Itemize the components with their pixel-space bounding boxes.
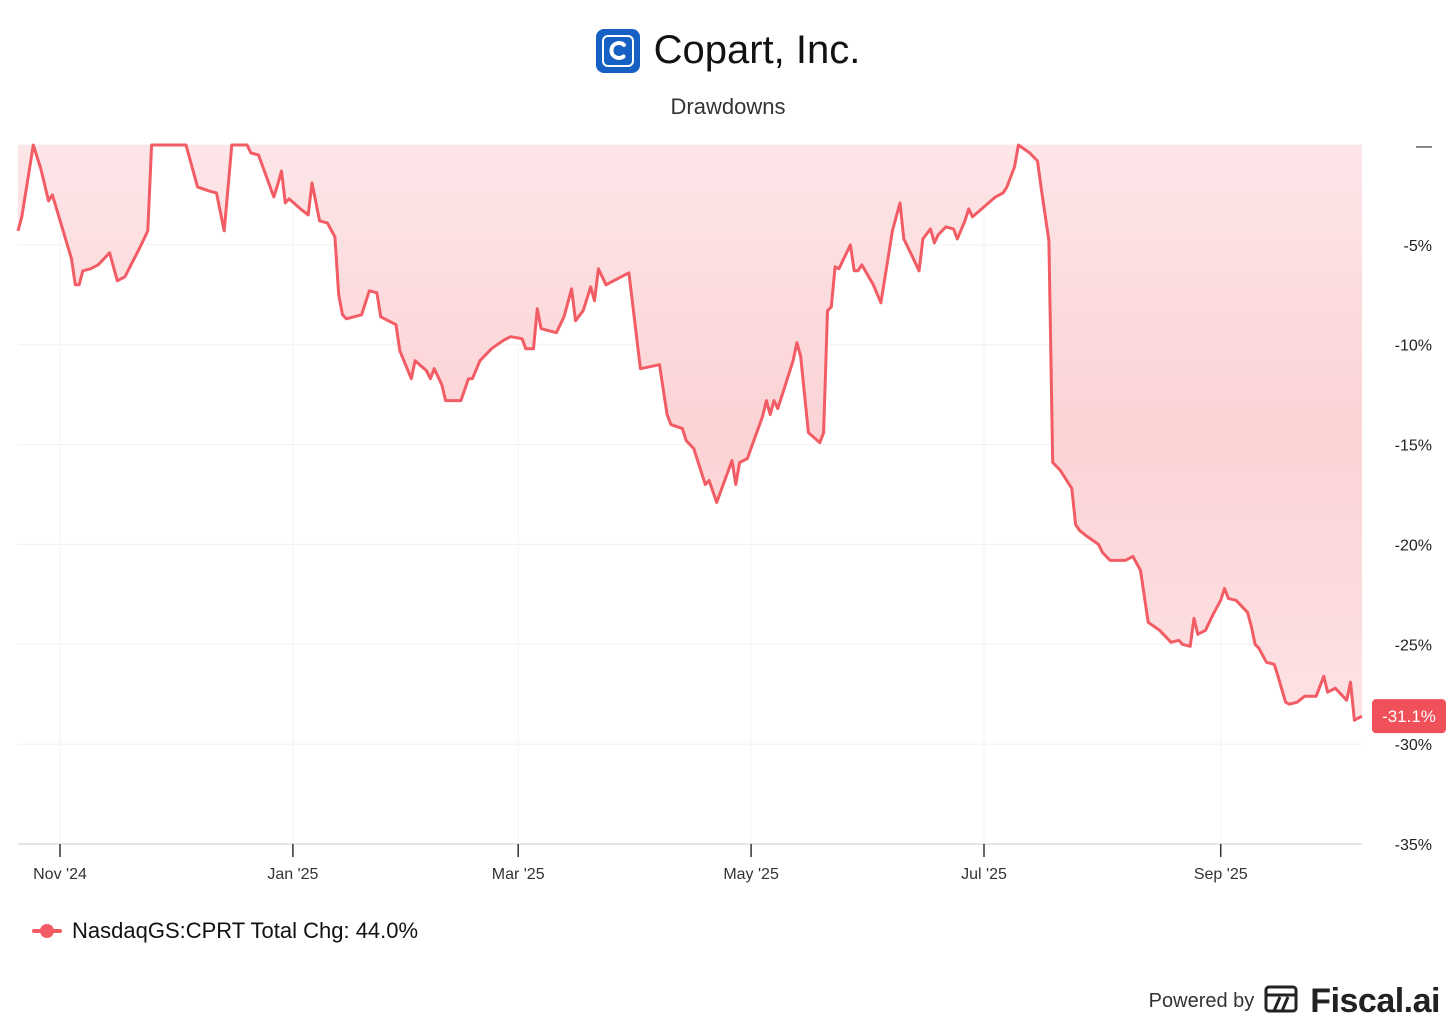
fiscal-ai-brand: Fiscal.ai <box>1310 982 1440 1020</box>
x-tick-label: Nov '24 <box>33 866 87 883</box>
legend-item[interactable]: NasdaqGS:CPRT Total Chg: 44.0% <box>32 918 418 944</box>
copart-logo-icon <box>595 28 640 73</box>
x-axis: Nov '24 Jan '25 Mar '25 May '25 Jul '25 Sep '… <box>33 844 1248 883</box>
y-tick-label: -30% <box>1395 737 1432 754</box>
x-tick-label: May '25 <box>723 866 779 883</box>
title-row: Copart, Inc. <box>595 28 861 73</box>
x-tick-label: Jan '25 <box>267 866 318 883</box>
y-axis: — -5% -10% -15% -20% -25% -30% -35% <box>1395 138 1432 854</box>
y-tick-label: -15% <box>1395 438 1432 455</box>
drawdown-line[interactable] <box>16 143 1363 722</box>
y-tick-label: -5% <box>1404 238 1432 255</box>
powered-by-text: Powered by <box>1148 990 1255 1012</box>
powered-by[interactable]: Powered by Fiscal.ai <box>1148 982 1441 1021</box>
y-tick-label: — <box>1416 138 1432 155</box>
last-value-box <box>1372 699 1446 734</box>
legend-label: NasdaqGS:CPRT Total Chg: 44.0% <box>72 918 419 943</box>
y-tick-label: -20% <box>1395 537 1432 554</box>
x-tick-label: Sep '25 <box>1194 866 1248 883</box>
x-tick-label: Jul '25 <box>961 866 1007 883</box>
last-value-badge: -31.1% <box>1372 699 1446 734</box>
fiscal-ai-logo-icon <box>1264 984 1300 1019</box>
y-tick-label: -10% <box>1395 338 1432 355</box>
y-tick-label: -25% <box>1395 637 1432 654</box>
drawdown-area <box>18 145 1362 721</box>
drawdown-chart: Nov '24 Jan '25 Mar '25 May '25 Jul '25 Sep '… <box>16 138 1446 883</box>
chart-title: Copart, Inc. <box>653 28 861 72</box>
last-value-label: -31.1% <box>1382 707 1436 726</box>
legend-marker-icon <box>32 923 62 939</box>
y-tick-label: -35% <box>1395 837 1432 854</box>
x-tick-label: Mar '25 <box>492 866 545 883</box>
chart-subtitle: Drawdowns <box>670 94 786 119</box>
chart-header: Copart, Inc. <box>0 28 1456 73</box>
